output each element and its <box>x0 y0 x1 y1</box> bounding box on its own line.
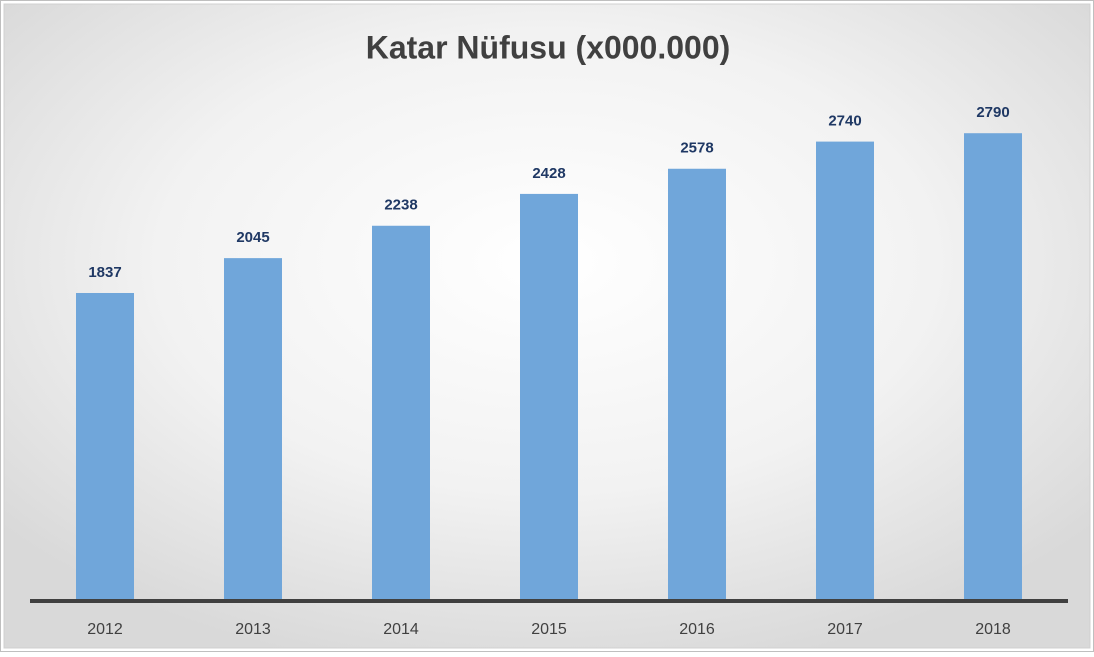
bar <box>816 141 874 602</box>
bar <box>668 168 726 601</box>
bar <box>224 258 282 601</box>
x-tick-label: 2012 <box>87 621 123 638</box>
data-label: 2238 <box>384 197 417 214</box>
data-label: 2790 <box>976 104 1009 121</box>
x-tick-label: 2014 <box>383 621 419 638</box>
data-label: 2428 <box>532 165 565 182</box>
x-tick-label: 2018 <box>975 621 1011 638</box>
data-label: 2578 <box>680 140 713 157</box>
x-tick-label: 2017 <box>827 621 863 638</box>
data-label: 2045 <box>236 229 269 246</box>
bar <box>964 133 1022 601</box>
bar <box>372 225 430 601</box>
data-label: 1837 <box>88 264 121 281</box>
x-tick-label: 2015 <box>531 621 567 638</box>
bar <box>76 292 134 601</box>
x-tick-label: 2016 <box>679 621 715 638</box>
chart-title: Katar Nüfusu (x000.000) <box>366 29 731 65</box>
bar <box>520 193 578 601</box>
data-label: 2740 <box>828 113 861 130</box>
x-tick-label: 2013 <box>235 621 271 638</box>
